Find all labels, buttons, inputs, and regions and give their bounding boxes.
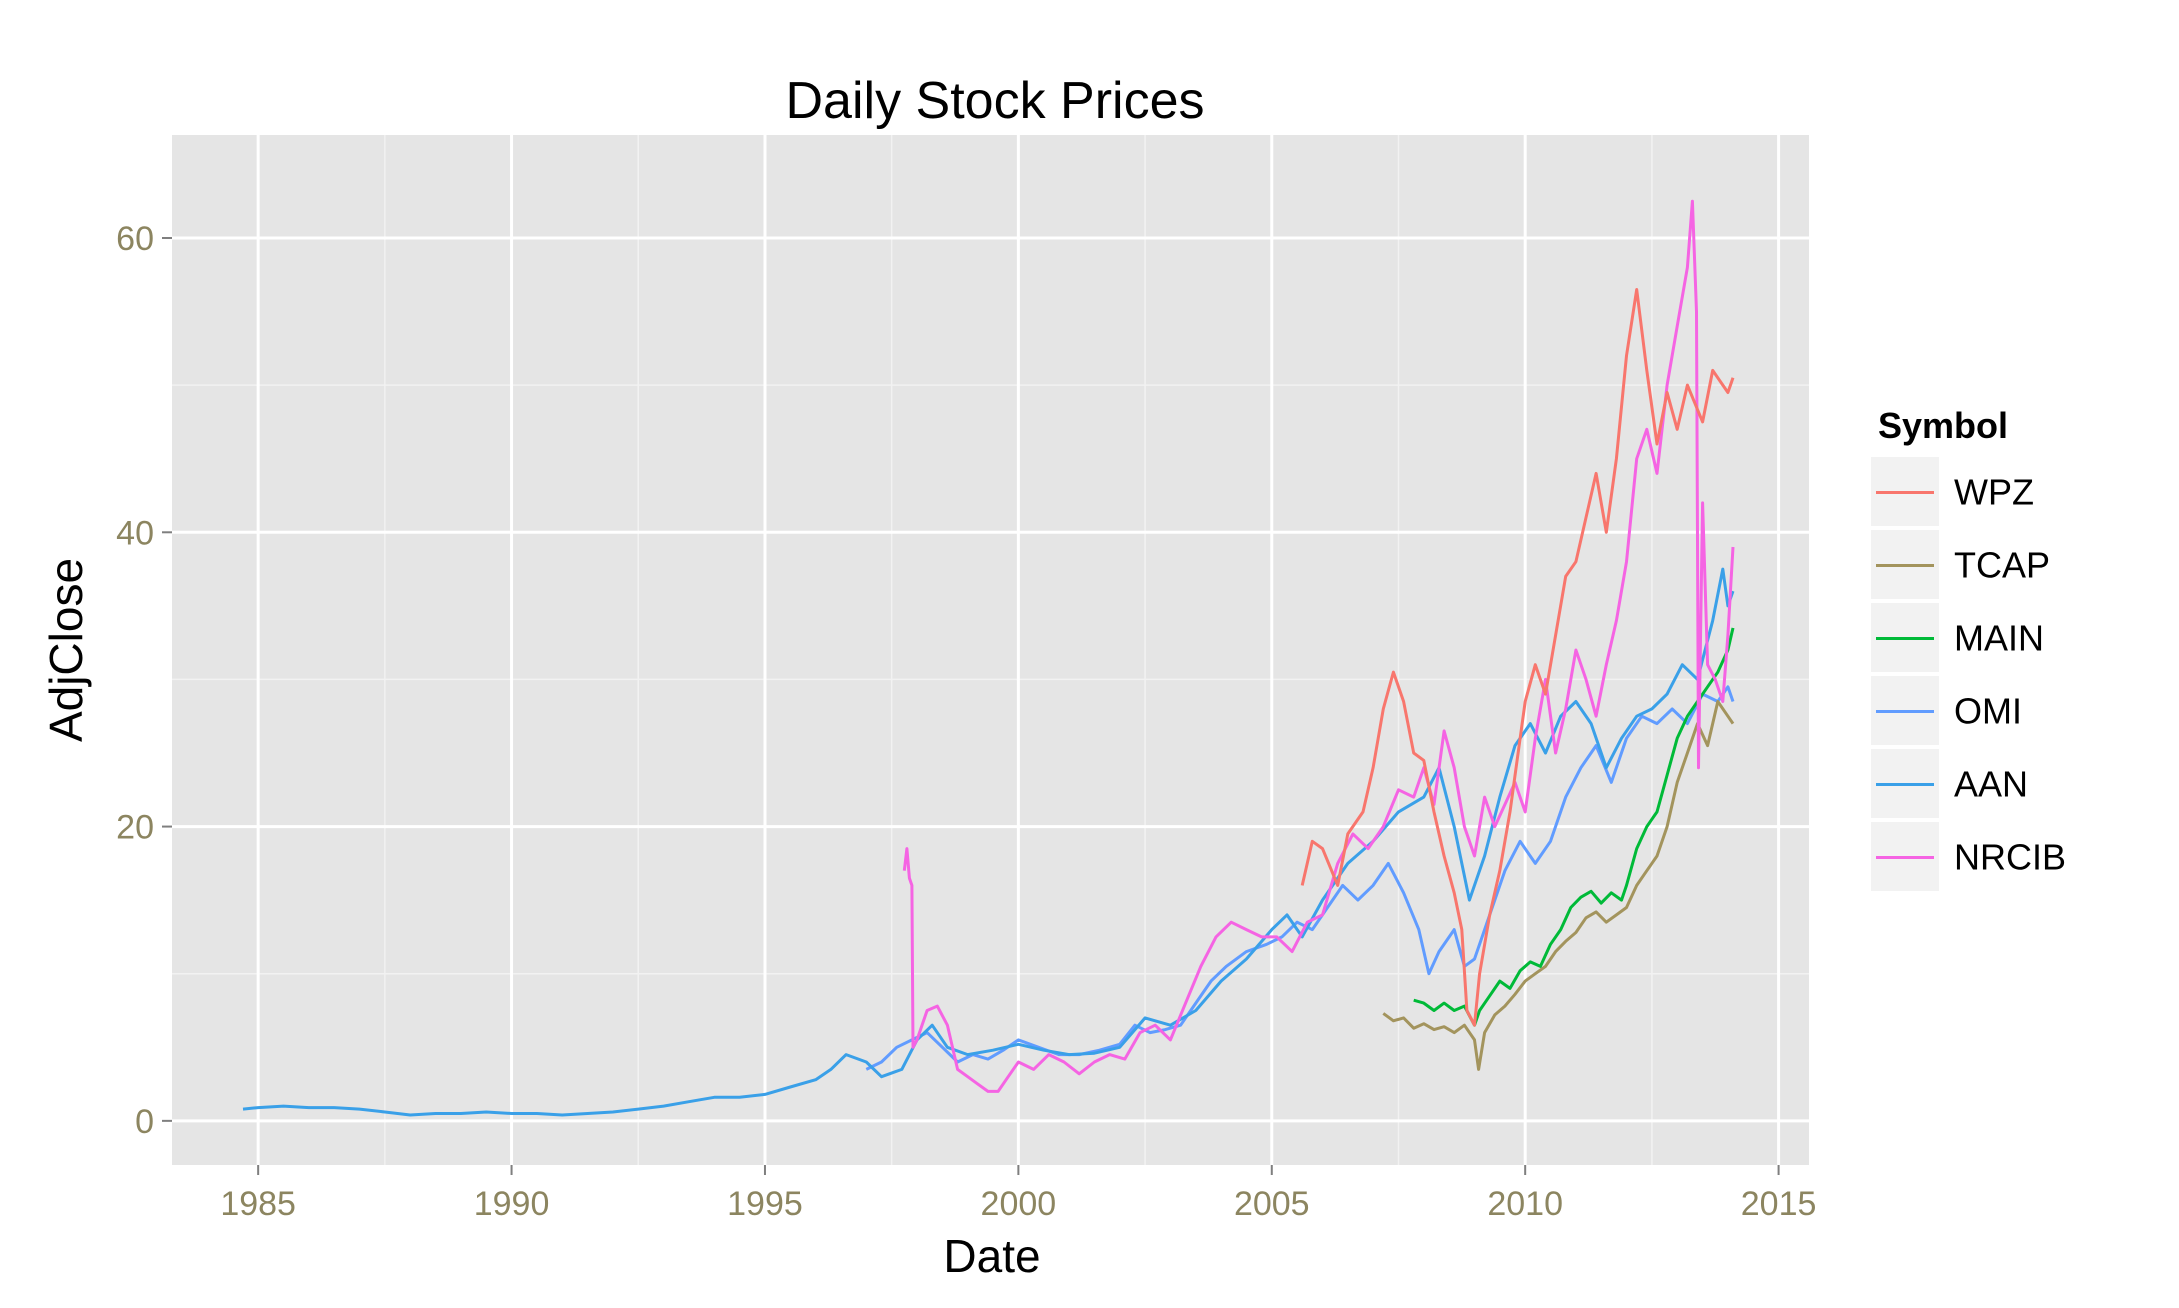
legend-label-omi: OMI bbox=[1954, 691, 2022, 732]
y-tick-label: 40 bbox=[116, 514, 154, 552]
y-tick-label: 20 bbox=[116, 809, 154, 847]
x-tick-labels: 1985 1990 1995 2000 2005 2010 2015 bbox=[220, 1185, 1816, 1223]
series-lines bbox=[242, 199, 1735, 1117]
legend-items: WPZ TCAP MAIN OMI AAN NRCIB bbox=[1869, 455, 2066, 893]
legend: Symbol WPZ TCAP MAIN OMI AAN NRCIB bbox=[1869, 405, 2066, 893]
legend-label-wpz: WPZ bbox=[1954, 472, 2034, 513]
y-axis-label: AdjClose bbox=[40, 558, 92, 742]
x-tick-label: 2010 bbox=[1487, 1185, 1563, 1223]
legend-label-aan: AAN bbox=[1954, 764, 2028, 805]
y-tick-labels: 0 20 40 60 bbox=[116, 220, 154, 1141]
series-line-tcap bbox=[1382, 700, 1735, 1071]
x-tick-label: 2005 bbox=[1234, 1185, 1310, 1223]
plot-panel bbox=[172, 135, 1809, 1165]
x-tick-label: 1995 bbox=[727, 1185, 803, 1223]
y-tick-label: 60 bbox=[116, 220, 154, 258]
x-tick-label: 1990 bbox=[474, 1185, 550, 1223]
x-tick-label: 2015 bbox=[1741, 1185, 1817, 1223]
series-line-aan bbox=[242, 567, 1735, 1117]
series-line-nrcib bbox=[902, 199, 1735, 1093]
major-gridlines bbox=[172, 135, 1809, 1165]
y-tick-label: 0 bbox=[135, 1103, 154, 1141]
minor-gridlines bbox=[172, 135, 1809, 1165]
x-axis-label: Date bbox=[943, 1230, 1040, 1282]
legend-label-main: MAIN bbox=[1954, 618, 2044, 659]
x-tick-label: 1985 bbox=[220, 1185, 296, 1223]
series-line-wpz bbox=[1300, 288, 1735, 1027]
chart-title: Daily Stock Prices bbox=[786, 72, 1205, 130]
axis-ticks bbox=[162, 237, 1780, 1175]
legend-title: Symbol bbox=[1878, 405, 2008, 446]
legend-label-tcap: TCAP bbox=[1954, 545, 2050, 586]
legend-label-nrcib: NRCIB bbox=[1954, 837, 2066, 878]
x-tick-label: 2000 bbox=[981, 1185, 1057, 1223]
